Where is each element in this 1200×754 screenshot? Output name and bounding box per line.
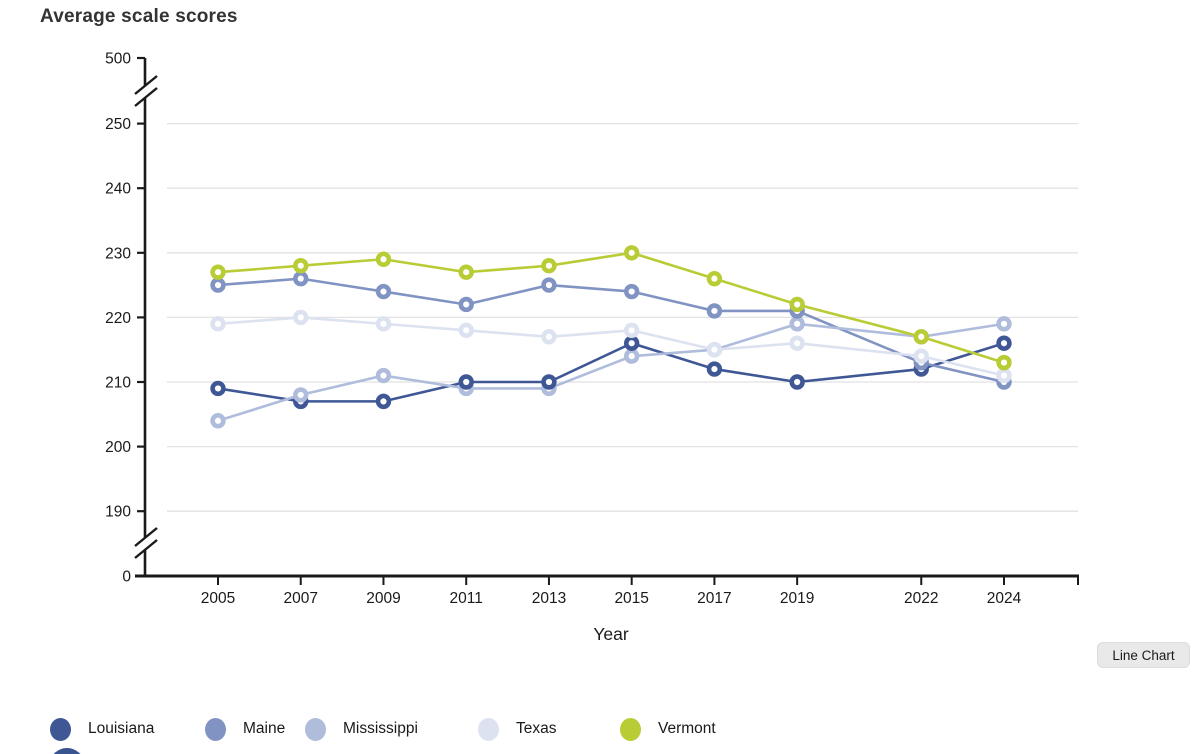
y-tick-label: 190: [105, 504, 131, 521]
x-tick-label: 2022: [904, 590, 938, 607]
data-point-vermont-2015[interactable]: [623, 245, 640, 261]
data-point-louisiana-2019[interactable]: [789, 374, 805, 390]
data-point-maine-2015[interactable]: [623, 283, 640, 300]
y-tick-label: 210: [105, 375, 131, 392]
legend-dot-maine: [205, 717, 226, 741]
series-line-maine: [217, 277, 1005, 384]
data-point-texas-2019[interactable]: [789, 335, 805, 351]
data-point-vermont-2009[interactable]: [375, 251, 392, 267]
data-point-louisiana-2015[interactable]: [623, 335, 640, 351]
data-point-texas-2024[interactable]: [996, 367, 1012, 384]
data-point-maine-2013[interactable]: [541, 277, 557, 293]
data-point-texas-2009[interactable]: [375, 316, 392, 332]
data-point-vermont-2005[interactable]: [210, 264, 226, 280]
x-tick-label: 2024: [987, 590, 1022, 607]
legend-item-louisiana[interactable]: Louisiana: [50, 712, 154, 746]
y-tick-label: 0: [122, 569, 131, 586]
chart-legend: Louisiana Maine Mississippi Texas Vermont: [0, 712, 1200, 748]
data-point-louisiana-2017[interactable]: [706, 361, 723, 377]
x-tick-label: 2019: [780, 590, 814, 607]
axis-break-mark: [134, 539, 158, 559]
data-point-mississippi-2015[interactable]: [623, 348, 640, 364]
data-point-mississippi-2009[interactable]: [375, 367, 392, 384]
data-point-louisiana-2009[interactable]: [375, 393, 392, 410]
x-tick-label: 2011: [450, 590, 483, 607]
x-tick-label: 2007: [283, 590, 317, 607]
data-point-mississippi-2024[interactable]: [996, 316, 1012, 332]
legend-label: Vermont: [658, 720, 716, 737]
data-point-mississippi-2019[interactable]: [789, 316, 805, 332]
axis-break-mark: [134, 527, 158, 547]
legend-label: Texas: [516, 720, 557, 737]
x-tick-label: 2015: [614, 590, 648, 607]
x-tick-label: 2013: [532, 590, 566, 607]
legend-item-vermont[interactable]: Vermont: [620, 712, 716, 746]
data-point-vermont-2022[interactable]: [913, 329, 929, 345]
data-point-louisiana-2005[interactable]: [210, 380, 226, 397]
y-tick-label: 200: [105, 439, 131, 456]
data-point-louisiana-2011[interactable]: [458, 374, 474, 390]
y-tick-label: 220: [105, 310, 131, 327]
data-point-vermont-2011[interactable]: [458, 264, 474, 280]
legend-item-texas[interactable]: Texas: [478, 712, 557, 746]
data-point-texas-2011[interactable]: [458, 322, 474, 339]
data-point-vermont-2017[interactable]: [706, 270, 723, 287]
series-line-louisiana: [217, 341, 1005, 403]
data-point-mississippi-2007[interactable]: [293, 387, 309, 403]
data-point-maine-2005[interactable]: [210, 277, 226, 293]
legend-label: Maine: [243, 720, 286, 737]
y-tick-label: 250: [105, 116, 131, 133]
data-point-texas-2022[interactable]: [913, 348, 929, 364]
data-point-texas-2005[interactable]: [210, 316, 226, 332]
data-point-vermont-2024[interactable]: [996, 354, 1012, 371]
axis-break-mark: [134, 87, 158, 107]
x-tick-label: 2005: [201, 590, 235, 607]
data-point-texas-2017[interactable]: [706, 342, 723, 358]
x-axis-title: Year: [593, 624, 629, 644]
x-tick-label: 2009: [366, 590, 400, 607]
data-point-maine-2017[interactable]: [706, 303, 723, 319]
legend-dot-vermont: [620, 717, 641, 741]
data-point-maine-2009[interactable]: [375, 283, 392, 300]
legend-item-maine[interactable]: Maine: [205, 712, 285, 746]
data-point-mississippi-2005[interactable]: [210, 413, 226, 429]
data-point-vermont-2019[interactable]: [789, 296, 805, 313]
x-tick-label: 2017: [697, 590, 731, 607]
y-tick-label: 500: [105, 51, 131, 68]
data-point-louisiana-2024[interactable]: [996, 335, 1012, 351]
legend-dot-texas: [478, 717, 499, 741]
data-point-texas-2013[interactable]: [541, 329, 557, 345]
data-point-louisiana-2013[interactable]: [541, 374, 557, 390]
series-line-mississippi: [217, 322, 1005, 423]
series-line-texas: [217, 316, 1005, 377]
legend-label: Louisiana: [88, 720, 155, 737]
partial-legend-dot: [50, 748, 84, 754]
data-point-vermont-2013[interactable]: [541, 258, 557, 274]
data-point-vermont-2007[interactable]: [293, 258, 309, 274]
legend-dot-louisiana: [50, 717, 71, 741]
y-tick-label: 240: [105, 181, 131, 198]
series-line-vermont: [217, 251, 1005, 364]
line-chart-button[interactable]: Line Chart: [1097, 642, 1190, 668]
legend-item-mississippi[interactable]: Mississippi: [305, 712, 418, 746]
axis-break-mark: [134, 75, 158, 95]
legend-dot-mississippi: [305, 717, 326, 741]
data-point-maine-2007[interactable]: [293, 270, 309, 287]
y-tick-label: 230: [105, 245, 131, 262]
data-point-texas-2015[interactable]: [623, 322, 640, 339]
data-point-maine-2011[interactable]: [458, 296, 474, 313]
legend-label: Mississippi: [343, 720, 418, 737]
data-point-texas-2007[interactable]: [293, 309, 309, 326]
chart-title: Average scale scores: [40, 6, 238, 27]
